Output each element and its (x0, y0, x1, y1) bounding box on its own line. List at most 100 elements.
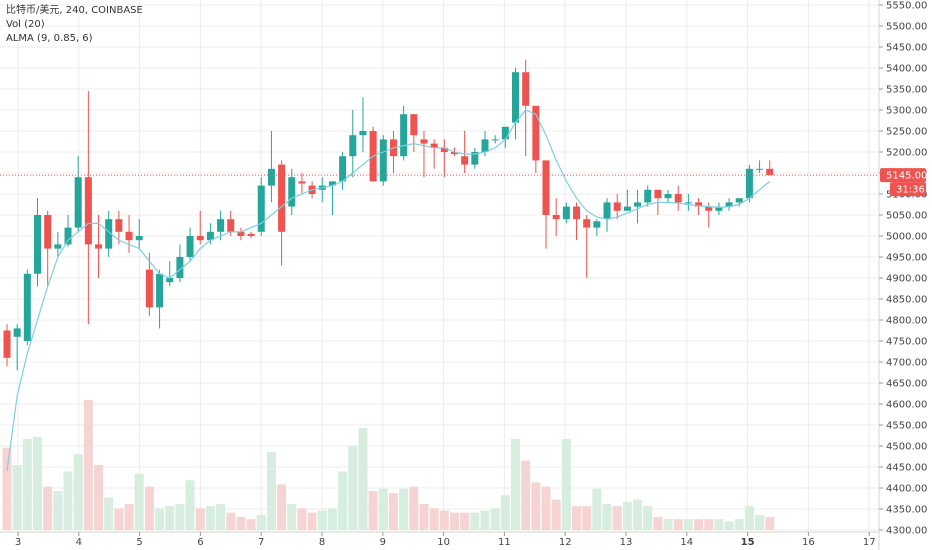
candle-body (125, 231, 133, 241)
price-tick-label: 5250.00 (886, 127, 927, 138)
candle (328, 181, 336, 215)
volume-bar (22, 439, 32, 530)
candle (105, 210, 113, 257)
volume-bar (643, 506, 653, 530)
volume-bar (378, 488, 388, 530)
candle (501, 126, 509, 148)
time-tick-label: 3 (15, 537, 21, 548)
candle-body (695, 202, 703, 207)
volume-bar (307, 512, 317, 530)
candle-body (542, 160, 550, 215)
candle-body (278, 164, 286, 232)
candle-body (359, 131, 367, 136)
time-tick-label: 4 (76, 537, 82, 548)
candle-body (644, 189, 652, 203)
price-tick-label: 5300.00 (886, 106, 927, 117)
candle (186, 227, 194, 262)
candle-body (247, 233, 255, 236)
candle-body (227, 219, 235, 232)
volume-indicator-label[interactable]: Vol (20) (6, 19, 45, 30)
candle (573, 202, 581, 241)
volume-bar (694, 519, 704, 530)
candle-body (522, 72, 530, 106)
volume-bar (388, 493, 398, 530)
candle-body (583, 219, 591, 228)
candle (298, 173, 306, 194)
candle-body (298, 181, 306, 184)
symbol-line[interactable]: 比特币/美元, 240, COINBASE (6, 4, 143, 18)
price-tick-label: 5450.00 (886, 43, 927, 54)
candle-body (715, 206, 723, 211)
time-axis[interactable]: 3 4 5 6 7 8 9 10 11 12 13 14 15 16 17 (0, 531, 879, 548)
time-tick-label: 10 (437, 537, 450, 548)
legend-separator: , (84, 5, 92, 16)
candle-body (84, 177, 92, 245)
candle (196, 210, 204, 245)
price-tick-label: 4550.00 (886, 421, 927, 432)
volume-bar (368, 491, 378, 530)
volume-bar (338, 471, 348, 530)
candle-body (491, 139, 499, 141)
volume-bar (12, 465, 22, 530)
candle-body (23, 273, 31, 341)
volume-bar (226, 512, 236, 530)
volume-bar (205, 506, 215, 530)
price-tick-label: 4450.00 (886, 463, 927, 474)
volume-bar (744, 506, 754, 530)
candle-body (196, 236, 204, 241)
candle-body (512, 72, 519, 123)
candle (440, 139, 448, 178)
candle (278, 160, 286, 266)
price-axis[interactable]: 4300.00 4350.00 4400.00 4450.00 4500.00 4550.… (878, 0, 927, 550)
volume-bar (490, 508, 500, 530)
candle-body (420, 139, 428, 144)
volume-bar (734, 519, 744, 530)
candle-body (328, 181, 336, 186)
candle (115, 210, 123, 245)
time-tick-label: 13 (620, 537, 633, 548)
price-tick-label: 4400.00 (886, 484, 927, 495)
candle-body (450, 152, 458, 155)
volume-bar (460, 512, 470, 530)
candle (623, 189, 631, 211)
volume-bar (33, 436, 43, 530)
candle (369, 126, 377, 182)
time-tick-label: 17 (863, 537, 876, 548)
candle-body (74, 177, 82, 228)
candle (735, 198, 743, 207)
volume-bar (63, 471, 73, 530)
candle-body (705, 206, 713, 211)
candle (695, 198, 703, 215)
candle-body (166, 278, 174, 283)
candle-body (186, 236, 194, 257)
candle-body (756, 168, 764, 170)
legend-separator: , (59, 5, 66, 16)
candle-body (430, 143, 438, 148)
candle-body (176, 257, 184, 278)
volume-bar (582, 506, 592, 530)
volume-bar (297, 508, 307, 530)
volume-bar (134, 473, 144, 530)
volume-bar (592, 488, 602, 530)
volume-bar (185, 480, 195, 530)
chart-legend: 比特币/美元, 240, COINBASE Vol (20) ALMA (9, … (6, 4, 143, 46)
candle-body (95, 244, 103, 249)
time-tick-label: 5 (136, 537, 142, 548)
alma-indicator-label[interactable]: ALMA (9, 0.85, 6) (6, 33, 93, 44)
candle-body (13, 328, 21, 337)
volume-bar (124, 504, 134, 530)
candle-body (64, 227, 72, 245)
candle (64, 215, 72, 247)
candle-body (440, 147, 448, 152)
candle-body (613, 202, 621, 211)
price-tick-label: 5050.00 (886, 211, 927, 222)
price-tick-label: 5200.00 (886, 148, 927, 159)
volume-bar (500, 495, 510, 530)
volume-bar (673, 519, 683, 530)
candle-body (461, 156, 469, 165)
candle (512, 68, 519, 140)
time-tick-label: 15 (741, 537, 755, 548)
symbol-interval: 240 (65, 5, 85, 16)
candle (542, 160, 550, 249)
